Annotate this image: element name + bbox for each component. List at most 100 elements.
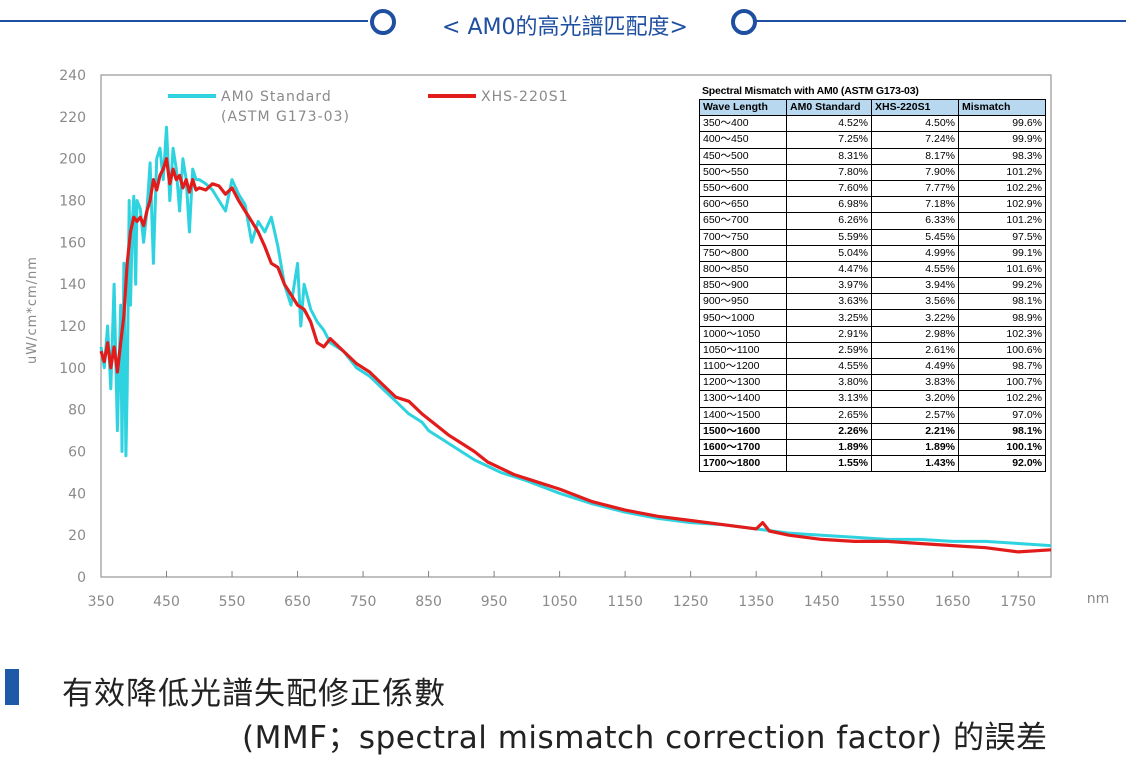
table-row: 1600～1700 1.89% 1.89% 100.1% (699, 438, 1046, 457)
cell-am0: 3.25% (786, 309, 872, 327)
table-row: 1050～1100 2.59% 2.61% 100.6% (699, 341, 1046, 360)
y-tick-label: 80 (68, 403, 86, 419)
cell-am0: 6.98% (786, 196, 872, 214)
table-row: 1000～1050 2.91% 2.98% 102.3% (699, 325, 1046, 343)
cell-xhs: 5.45% (871, 228, 959, 246)
y-tick-label: 100 (59, 361, 86, 377)
x-tick-label: 1650 (935, 594, 971, 610)
cell-am0: 1.89% (786, 438, 872, 457)
footer-line-2: (MMF；spectral mismatch correction factor… (242, 720, 1048, 756)
header-ring-right-icon (731, 9, 757, 35)
cell-xhs: 4.49% (871, 357, 959, 376)
cell-xhs: 8.17% (871, 147, 959, 165)
table-row: 1400～1500 2.65% 2.57% 97.0% (699, 406, 1046, 424)
cell-wave-length: 650～700 (699, 212, 787, 230)
x-tick-label: 1150 (607, 594, 643, 610)
cell-am0: 5.04% (786, 244, 872, 262)
cell-xhs: 7.18% (871, 196, 959, 214)
cell-am0: 7.60% (786, 179, 872, 198)
header-rule-left (0, 20, 368, 22)
y-tick-label: 120 (59, 319, 86, 335)
page-title: < AM0的高光譜匹配度> (442, 15, 688, 40)
cell-wave-length: 450～500 (699, 147, 787, 165)
cell-xhs: 7.24% (871, 131, 959, 149)
cell-xhs: 2.98% (871, 325, 959, 343)
x-tick-label: 1450 (804, 594, 840, 610)
cell-wave-length: 1200～1300 (699, 374, 787, 392)
cell-xhs: 1.89% (871, 438, 959, 457)
cell-xhs: 6.33% (871, 212, 959, 230)
x-tick-label: 1750 (1000, 594, 1036, 610)
cell-wave-length: 1100～1200 (699, 357, 787, 376)
y-axis: 0 20 40 60 80 100 120 140 160 180 200 220 240 (59, 68, 86, 586)
x-tick-label: 1250 (673, 594, 709, 610)
cell-xhs: 3.83% (871, 374, 959, 392)
cell-am0: 3.13% (786, 390, 872, 408)
table-row: 1300～1400 3.13% 3.20% 102.2% (699, 390, 1046, 408)
legend: AM0 Standard (ASTM G173-03) XHS-220S1 (168, 89, 568, 125)
table-row: 600～650 6.98% 7.18% 102.9% (699, 196, 1046, 214)
y-tick-label: 20 (68, 528, 86, 544)
legend-label-am0: AM0 Standard (221, 89, 332, 105)
cell-am0: 8.31% (786, 147, 872, 165)
cell-xhs: 2.61% (871, 341, 959, 360)
table-row: 1100～1200 4.55% 4.49% 98.7% (699, 357, 1046, 376)
table-row: 450～500 8.31% 8.17% 98.3% (699, 147, 1046, 165)
cell-mismatch: 102.2% (958, 390, 1046, 408)
y-tick-label: 240 (59, 68, 86, 84)
col-xhs: XHS-220S1 (871, 98, 959, 117)
header-ring-left-icon (370, 9, 396, 35)
cell-wave-length: 1500～1600 (699, 422, 787, 440)
y-axis-label: uW/cm*cm/nm (25, 256, 40, 364)
cell-wave-length: 1050～1100 (699, 341, 787, 360)
table-row: 550～600 7.60% 7.77% 102.2% (699, 179, 1046, 198)
cell-am0: 7.80% (786, 163, 872, 181)
table-row: 850～900 3.97% 3.94% 99.2% (699, 277, 1046, 295)
table-row: 350～400 4.52% 4.50% 99.6% (699, 115, 1046, 133)
x-tick-label: 850 (415, 594, 442, 610)
cell-xhs: 2.21% (871, 422, 959, 440)
cell-am0: 2.26% (786, 422, 872, 440)
table-row: 800～850 4.47% 4.55% 101.6% (699, 260, 1046, 279)
table-row: 650～700 6.26% 6.33% 101.2% (699, 212, 1046, 230)
y-tick-label: 60 (68, 445, 86, 461)
table-title: Spectral Mismatch with AM0 (ASTM G173-03… (702, 85, 919, 97)
cell-xhs: 3.20% (871, 390, 959, 408)
cell-wave-length: 1400～1500 (699, 406, 787, 424)
cell-wave-length: 1000～1050 (699, 325, 787, 343)
cell-mismatch: 92.0% (958, 455, 1046, 473)
table-row: 900～950 3.63% 3.56% 98.1% (699, 293, 1046, 311)
cell-am0: 2.91% (786, 325, 872, 343)
table-row: 950～1000 3.25% 3.22% 98.9% (699, 309, 1046, 327)
y-tick-label: 200 (59, 152, 86, 168)
x-tick-label: 750 (350, 594, 377, 610)
cell-mismatch: 98.7% (958, 357, 1046, 376)
cell-mismatch: 100.7% (958, 374, 1046, 392)
cell-xhs: 4.50% (871, 115, 959, 133)
cell-am0: 2.59% (786, 341, 872, 360)
cell-am0: 3.63% (786, 293, 872, 311)
cell-mismatch: 102.3% (958, 325, 1046, 343)
cell-xhs: 3.94% (871, 277, 959, 295)
cell-mismatch: 99.2% (958, 277, 1046, 295)
cell-wave-length: 700～750 (699, 228, 787, 246)
table-row: 1200～1300 3.80% 3.83% 100.7% (699, 374, 1046, 392)
table-row: 500～550 7.80% 7.90% 101.2% (699, 163, 1046, 181)
cell-mismatch: 100.6% (958, 341, 1046, 360)
cell-wave-length: 800～850 (699, 260, 787, 279)
cell-wave-length: 1700～1800 (699, 455, 787, 473)
footer-accent-bar (5, 669, 19, 705)
cell-wave-length: 1600～1700 (699, 438, 787, 457)
cell-xhs: 7.77% (871, 179, 959, 198)
x-tick-label: 950 (481, 594, 508, 610)
cell-wave-length: 750～800 (699, 244, 787, 262)
cell-xhs: 7.90% (871, 163, 959, 181)
y-tick-label: 180 (59, 194, 86, 210)
cell-wave-length: 550～600 (699, 179, 787, 198)
cell-am0: 4.55% (786, 357, 872, 376)
cell-xhs: 4.99% (871, 244, 959, 262)
y-tick-label: 220 (59, 110, 86, 126)
cell-mismatch: 101.2% (958, 163, 1046, 181)
x-tick-label: 650 (284, 594, 311, 610)
header-rule-right (756, 20, 1126, 22)
